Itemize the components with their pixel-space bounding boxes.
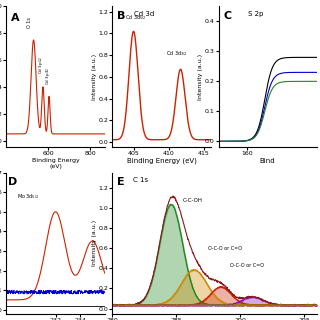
X-axis label: Binding Energy (eV): Binding Energy (eV) bbox=[127, 158, 196, 164]
Text: Cd 3d$_{5/2}$: Cd 3d$_{5/2}$ bbox=[125, 14, 146, 22]
Y-axis label: Intensity (a.u.): Intensity (a.u.) bbox=[198, 54, 203, 100]
Text: A: A bbox=[11, 13, 20, 23]
Text: S 2p: S 2p bbox=[248, 11, 263, 17]
Y-axis label: Intensity (a.u.): Intensity (a.u.) bbox=[92, 54, 97, 100]
Text: C 1s: C 1s bbox=[133, 177, 148, 183]
Text: O-C-O or C=O: O-C-O or C=O bbox=[208, 246, 242, 251]
Y-axis label: Intensity (a.u.): Intensity (a.u.) bbox=[92, 220, 97, 266]
Text: Cd 3p$_{1/2}$: Cd 3p$_{1/2}$ bbox=[37, 55, 45, 74]
X-axis label: Bind: Bind bbox=[260, 158, 276, 164]
X-axis label: Binding Energy
(eV): Binding Energy (eV) bbox=[32, 158, 79, 169]
Text: C-C-OH: C-C-OH bbox=[183, 198, 203, 203]
Text: Cd 3d: Cd 3d bbox=[134, 11, 154, 17]
Text: O 1s: O 1s bbox=[27, 17, 32, 28]
Text: B: B bbox=[117, 11, 126, 20]
Text: C: C bbox=[223, 11, 232, 20]
Text: O-C-O or C=O: O-C-O or C=O bbox=[230, 263, 264, 268]
Text: D: D bbox=[8, 177, 18, 187]
Text: Mo 3d$_{5/2}$: Mo 3d$_{5/2}$ bbox=[18, 193, 39, 201]
Text: Cd 3d$_{3/2}$: Cd 3d$_{3/2}$ bbox=[166, 50, 188, 58]
Text: E: E bbox=[116, 177, 124, 187]
Text: Cd 3p$_{3/2}$: Cd 3p$_{3/2}$ bbox=[44, 66, 52, 84]
